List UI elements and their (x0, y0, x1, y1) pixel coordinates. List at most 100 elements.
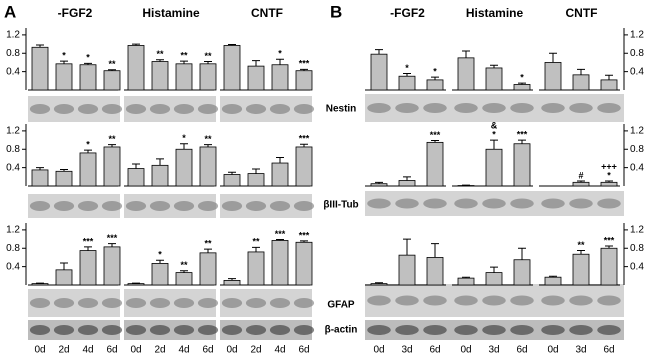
x-tick-label: 2d (58, 345, 69, 356)
y-tick-label: 0.8 (6, 144, 20, 155)
bar (513, 259, 531, 286)
bar (199, 63, 217, 91)
blot-band (482, 198, 506, 209)
significance-label: *** (430, 130, 441, 140)
y-tick-label: 1.2 (6, 30, 20, 41)
bar (103, 146, 121, 187)
significance-label: ** (204, 239, 212, 249)
blot-band (125, 325, 147, 335)
x-tick-label: 0d (547, 345, 558, 356)
error-bar (228, 278, 236, 281)
bar (572, 74, 590, 91)
error-bar (490, 266, 498, 273)
blot-band (269, 201, 291, 211)
error-bar (375, 181, 383, 184)
blot-band (101, 104, 123, 114)
bar (485, 272, 503, 286)
blot-band (125, 104, 147, 114)
blot-band (245, 298, 267, 308)
bar (295, 70, 313, 91)
bar (175, 272, 193, 286)
y-tick-label: 0.8 (630, 48, 644, 59)
bar (370, 183, 388, 187)
significance-label: * (433, 67, 437, 77)
bar (544, 62, 562, 91)
blot-label: Nestin (326, 104, 357, 115)
error-bar (577, 68, 585, 75)
blot-band (482, 103, 506, 113)
blot-band (395, 198, 419, 209)
significance-label: ** (180, 260, 188, 270)
x-tick-label: 4d (178, 345, 189, 356)
bar (79, 250, 97, 286)
significance-label: *** (107, 233, 118, 243)
blot-band (221, 298, 243, 308)
blot-band (597, 325, 621, 335)
blot-band (221, 104, 243, 114)
group-label: CNTF (251, 6, 283, 20)
bar (151, 263, 169, 286)
error-bar (108, 69, 116, 71)
blot-band (149, 298, 171, 308)
error-bar (180, 143, 188, 150)
error-bar (180, 60, 188, 64)
blot-band (541, 198, 565, 209)
blot-band (569, 295, 593, 306)
y-tick-label: 1.2 (6, 126, 20, 137)
blot-band (245, 201, 267, 211)
significance-label: +++ (601, 161, 617, 171)
blot-band (29, 201, 51, 211)
error-bar (36, 44, 44, 48)
blot-label: βIII-Tub (323, 200, 358, 211)
bar (175, 63, 193, 91)
bar (223, 45, 241, 91)
blot-band (77, 325, 99, 335)
bar (151, 164, 169, 187)
significance-label: ** (204, 134, 212, 144)
error-bar (36, 167, 44, 170)
blot-band (569, 325, 593, 335)
error-bar (228, 171, 236, 175)
error-bar (518, 247, 526, 260)
bar (457, 277, 475, 286)
y-tick-label: 0.8 (630, 243, 644, 254)
error-bar (60, 168, 68, 172)
error-bar (108, 144, 116, 147)
blot-band (293, 298, 315, 308)
blot-band (269, 325, 291, 335)
blot-band (173, 104, 195, 114)
blot-band (53, 298, 75, 308)
error-bar (252, 168, 260, 174)
group-label: Histamine (142, 6, 200, 20)
bar (271, 240, 289, 286)
bar (31, 283, 49, 286)
significance-label: *** (517, 129, 528, 139)
error-bar (605, 245, 613, 249)
x-tick-label: 0d (34, 345, 45, 356)
blot-band (101, 325, 123, 335)
error-bar (204, 61, 212, 64)
error-bar (577, 180, 585, 183)
x-tick-label: 0d (130, 345, 141, 356)
x-tick-label: 6d (516, 345, 527, 356)
significance-label: * (62, 50, 66, 60)
error-bar (276, 58, 284, 65)
bar (199, 252, 217, 286)
error-bar (204, 248, 212, 253)
x-tick-label: 6d (603, 345, 614, 356)
bar (127, 283, 145, 286)
significance-label: ** (108, 59, 116, 69)
significance-label: * (492, 129, 496, 139)
blot-band (482, 325, 506, 335)
bar (55, 170, 73, 187)
blot-band (197, 298, 219, 308)
panel-label: B (330, 2, 342, 21)
error-bar (431, 243, 439, 258)
x-tick-label: 6d (202, 345, 213, 356)
blot-band (149, 104, 171, 114)
bar (31, 46, 49, 91)
blot-band (395, 103, 419, 113)
error-bar (490, 64, 498, 68)
y-tick-label: 0.4 (630, 261, 644, 272)
y-tick-label: 1.2 (630, 30, 644, 41)
